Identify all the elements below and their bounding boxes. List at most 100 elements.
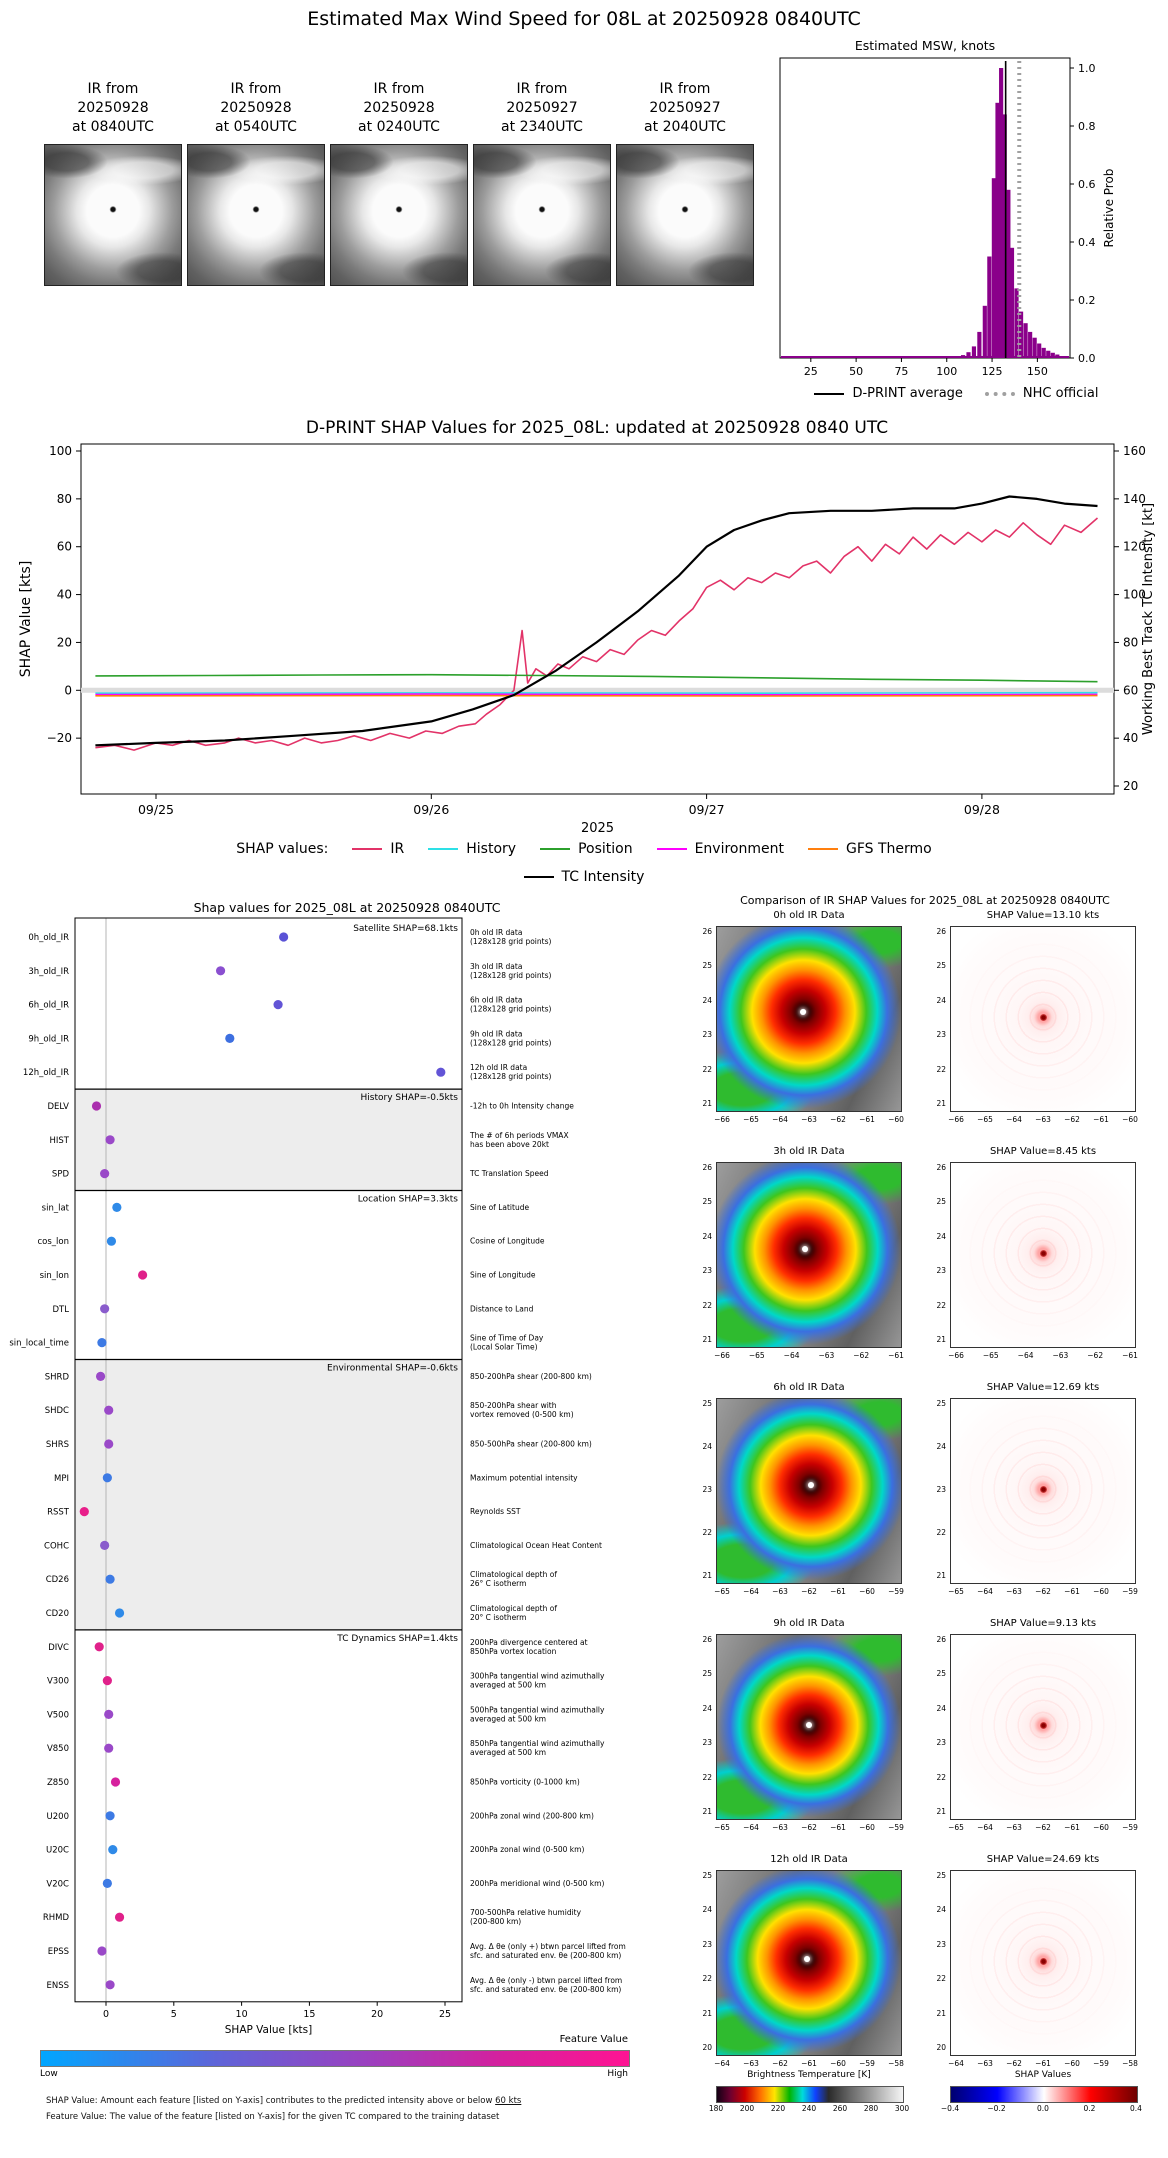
right-tick-label: 100 [1123,588,1146,602]
lon-tick-label: −66 [948,1115,964,1124]
lat-tick-label: 23 [936,1030,946,1040]
lat-tick-label: 26 [936,1163,946,1172]
ir-thumbnail: IR from 20250928 at 0240UTC [330,80,468,286]
brightness-temp-tick-label: 240 [801,2104,817,2113]
histogram-bar [1041,347,1046,358]
legend-swatch [984,391,1015,396]
feature-description: Reynolds SST [470,1507,521,1516]
lon-tick-label: −63 [801,1115,817,1124]
lon-tick-label: −60 [888,1115,904,1124]
lat-tick-label: 22 [702,1300,712,1310]
feature-description: vortex removed (0-500 km) [470,1410,574,1419]
lat-tick-label: 25 [936,1399,946,1408]
feature-name: EPSS [48,1947,69,1957]
brightness-temp-colorbar [716,2086,904,2103]
feature-name: V850 [47,1744,69,1754]
legend-item-D-PRINT average: D-PRINT average [814,386,963,401]
lon-tick-label: −61 [888,1351,904,1360]
histogram-bar [995,102,1000,358]
timeseries-legend-row2: TC Intensity [0,869,1168,885]
feature-name: U200 [47,1812,69,1822]
legend-item-GFS-Thermo: GFS Thermo [807,841,932,857]
lat-tick-label: 22 [936,1064,946,1074]
shap-dot-RSST [79,1507,89,1517]
lat-tick-label: 26 [702,1635,712,1644]
feature-description: 850-500hPa shear (200-800 km) [470,1440,592,1449]
shap-dot-6h_old_IR [273,1000,283,1010]
histogram-bar [991,178,996,358]
feature-description: has been above 20kt [470,1140,549,1149]
lat-tick-label: 24 [702,1442,712,1451]
ir-data-title: 12h old IR Data [770,1854,848,1865]
brightness-temp-tick-label: 260 [832,2104,848,2113]
legend-item-TC-Intensity: TC Intensity [523,869,644,885]
shap-dot-DIVC [94,1642,104,1652]
lon-tick-label: −62 [1006,2059,1022,2068]
shap-dot-DTL [100,1304,110,1314]
lon-tick-label: −66 [948,1351,964,1360]
feature-description: (128x128 grid points) [470,937,551,946]
lat-tick-label: 23 [936,1939,946,1949]
shap-value-map [950,1398,1136,1584]
lon-tick-label: −63 [977,2059,993,2068]
shap-dot-cos_lon [106,1236,117,1246]
lat-tick-label: 24 [702,1703,712,1713]
shap-colorbar-tick-label: 0.2 [1083,2104,1096,2113]
date-tick-label: 09/25 [138,802,174,817]
legend-swatch [352,848,383,850]
shap-dot-V850 [104,1743,114,1753]
legend-label: Environment [694,841,784,857]
lat-tick-label: 23 [702,1030,712,1040]
lat-tick-label: 23 [936,1485,946,1494]
timeseries-xlabel: 2025 [581,821,614,836]
x-tick-label: 15 [303,2009,315,2020]
lat-tick-label: 21 [702,1807,712,1816]
lon-tick-label: −61 [1093,1115,1109,1124]
lat-tick-label: 20 [702,2043,712,2052]
histogram-bar [1002,114,1007,359]
shap-colorbar-tick-label: −0.4 [940,2104,960,2113]
shap-dot-sin_lat [112,1202,122,1212]
lon-tick-label: −62 [853,1351,870,1360]
histogram-bar [1037,343,1042,358]
ir-thumbnail: IR from 20250927 at 2340UTC [473,80,611,286]
feature-description: Sine of Latitude [470,1203,529,1212]
legend-item-IR: IR [352,841,404,857]
thumbnail-label-line: 20250927 [506,99,578,116]
histogram-bar [1023,323,1028,358]
lon-tick-label: −65 [977,1115,993,1124]
feature-name: CD26 [46,1575,69,1585]
lat-tick-label: 24 [936,1905,946,1915]
shap-dot-V500 [104,1709,114,1719]
lon-tick-label: −66 [714,1351,730,1360]
lat-tick-label: 24 [936,995,946,1005]
series-Environment [95,693,1098,696]
feature-name: cos_lon [37,1237,69,1247]
lat-tick-label: 23 [702,1939,712,1949]
feature-name: V20C [46,1879,69,1889]
brightness-temp-colorbar-title: Brightness Temperature [K] [747,2070,871,2080]
shap-values-colorbar [950,2086,1138,2103]
lon-tick-label: −59 [1122,1587,1138,1596]
shap-value-map [950,1634,1136,1820]
series-Position [95,673,1098,683]
feature-name: DELV [47,1102,69,1112]
thumbnail-label-line: IR from [230,81,282,97]
feature-description: -12h to 0h Intensity change [470,1102,574,1111]
histogram-bar [1028,331,1033,358]
shap-value-footnote: SHAP Value: Amount each feature [listed … [46,2096,521,2106]
shap-dot-SHRD [95,1371,106,1381]
timeseries-title: D-PRINT SHAP Values for 2025_08L: update… [305,418,889,438]
x-tick-label: 100 [936,365,957,378]
ir-thumbnail-label: IR from 20250927 at 2040UTC [616,80,754,138]
feature-description: Avg. Δ θe (only +) btwn parcel lifted fr… [470,1942,626,1951]
feature-name: SHRD [45,1372,70,1382]
feature-name: DTL [53,1305,70,1315]
shap-timeseries-chart: −20 0 20 40 60 80 100 20 40 60 80 100 120 140 160 09/25… [18,443,1156,836]
thumbnail-label-line: 20250928 [77,99,149,116]
legend-swatch [540,848,571,850]
group-shap-label: TC Dynamics SHAP=1.4kts [336,1634,458,1644]
lat-tick-label: 25 [702,1871,712,1880]
histogram-bar [1009,247,1015,358]
